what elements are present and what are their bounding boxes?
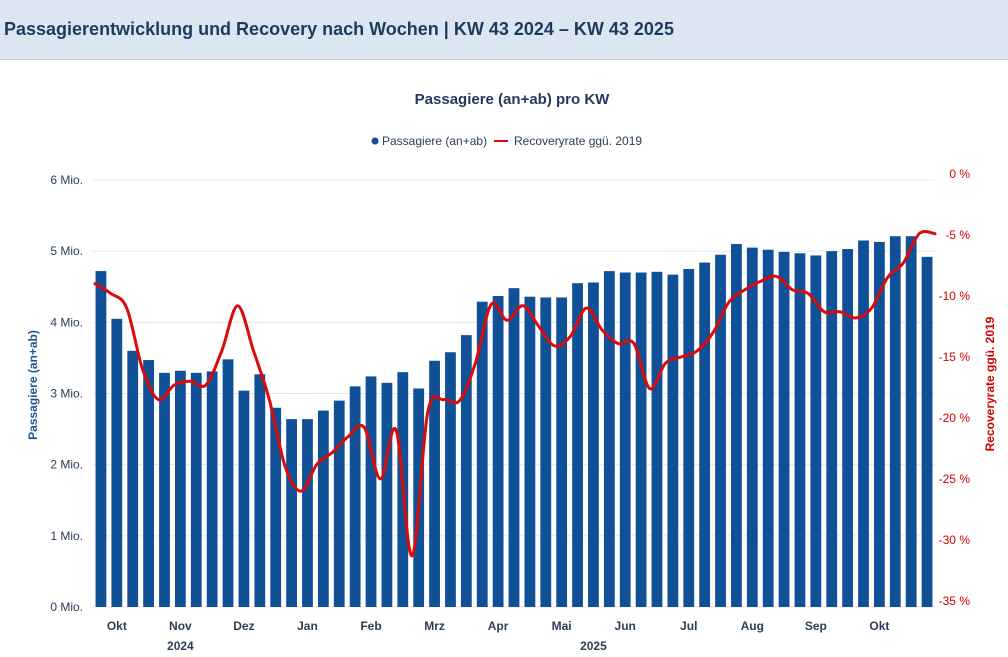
page-title: Passagierentwicklung und Recovery nach W…: [4, 19, 674, 39]
y2-axis-ticks: 0 % -5 % -10 % -15 % -20 % -25 % -30 % -35 %: [939, 167, 971, 608]
bar: [540, 297, 552, 607]
bar: [572, 283, 583, 607]
legend-bar-marker: [371, 137, 379, 145]
x-tick-label: Feb: [360, 619, 381, 633]
y-tick-label: 5 Mio.: [50, 244, 83, 258]
bar: [603, 271, 615, 607]
bar: [174, 370, 186, 607]
bar: [889, 236, 901, 607]
y2-tick-label: -10 %: [939, 289, 971, 303]
y-tick-label: 4 Mio.: [50, 315, 83, 329]
bar: [810, 255, 822, 608]
legend-line-label: Recoveryrate ggü. 2019: [514, 134, 642, 148]
bar: [715, 254, 726, 607]
x-tick-label: Dez: [233, 619, 254, 633]
bar: [651, 271, 663, 607]
bar: [746, 247, 758, 607]
recovery-line: [93, 230, 937, 558]
bar: [842, 249, 854, 607]
x-tick-label: Mai: [552, 619, 572, 633]
bar: [556, 297, 568, 607]
bar: [619, 272, 631, 607]
bar: [222, 359, 234, 607]
x-tick-label: Okt: [869, 619, 889, 633]
x-tick-label: Nov: [169, 619, 192, 633]
y2-tick-label: -5 %: [945, 228, 970, 242]
bar: [302, 419, 313, 607]
x-tick-label: Aug: [741, 619, 764, 633]
x-tick-label: Jan: [297, 619, 318, 633]
y2-axis-label: Recoveryrate ggü. 2019: [983, 316, 997, 451]
bar: [826, 251, 838, 607]
y2-tick-label: -20 %: [939, 411, 971, 425]
bar: [127, 350, 139, 607]
y-tick-label: 3 Mio.: [50, 387, 83, 401]
y-tick-label: 2 Mio.: [50, 458, 83, 472]
x-tick-label: Jun: [615, 619, 636, 633]
legend-bar-label: Passagiere (an+ab): [382, 134, 487, 148]
y2-tick-label: -25 %: [939, 472, 971, 486]
bar: [95, 271, 107, 607]
x-tick-label: Mrz: [424, 619, 445, 633]
bar: [111, 318, 123, 607]
bar: [778, 251, 790, 607]
bar: [873, 241, 885, 608]
bar: [333, 400, 345, 607]
y-axis-label: Passagiere (an+ab): [26, 330, 40, 440]
chart-title: Passagiere (an+ab) pro KW: [415, 91, 610, 108]
bar: [460, 335, 472, 607]
bar: [238, 390, 250, 607]
bar: [794, 253, 806, 607]
bar: [731, 244, 742, 608]
bar: [365, 376, 377, 607]
x-tick-label: Apr: [488, 619, 509, 633]
x-year-label: 2024: [167, 639, 194, 653]
bar: [667, 274, 679, 607]
bar: [429, 360, 440, 607]
x-axis-ticks: Okt Nov Dez Jan Feb Mrz Apr Mai Jun Jul Aug Sep Okt: [107, 619, 890, 633]
bar: [206, 371, 218, 607]
bar: [635, 272, 647, 607]
y-tick-label: 1 Mio.: [50, 529, 83, 543]
bar: [588, 282, 599, 607]
bar: [762, 249, 774, 607]
bar: [524, 296, 536, 607]
y2-tick-label: -30 %: [939, 533, 971, 547]
y-axis-ticks: 0 Mio. 1 Mio. 2 Mio. 3 Mio. 4 Mio. 5 Mio. 6 Mi…: [50, 173, 83, 614]
bar: [492, 296, 504, 607]
x-tick-label: Jul: [680, 619, 697, 633]
y-tick-label: 6 Mio.: [50, 173, 83, 187]
bar: [445, 352, 456, 607]
bar: [317, 410, 329, 607]
header-bar: Passagierentwicklung und Recovery nach W…: [0, 0, 1008, 60]
bar: [858, 240, 869, 607]
bar: [159, 372, 170, 607]
bar: [921, 256, 933, 607]
y2-tick-label: 0 %: [949, 167, 970, 181]
bar: [190, 372, 202, 607]
legend: Passagiere (an+ab) Recoveryrate ggü. 201…: [371, 134, 642, 148]
y2-tick-label: -35 %: [939, 594, 971, 608]
x-tick-label: Okt: [107, 619, 127, 633]
bar: [508, 288, 520, 607]
bar: [270, 407, 282, 607]
x-year-label: 2025: [580, 639, 607, 653]
x-axis-years: 2024 2025: [167, 639, 607, 653]
bars: [95, 236, 933, 608]
bar: [683, 268, 695, 607]
bar: [254, 374, 266, 607]
bar: [699, 262, 711, 607]
x-tick-label: Sep: [805, 619, 827, 633]
bar: [143, 360, 155, 607]
y-tick-label: 0 Mio.: [50, 600, 83, 614]
bar: [349, 386, 361, 607]
bar: [476, 301, 488, 607]
bar: [381, 382, 393, 607]
bar: [286, 419, 297, 607]
y2-tick-label: -15 %: [939, 350, 971, 364]
bar: [905, 236, 917, 607]
